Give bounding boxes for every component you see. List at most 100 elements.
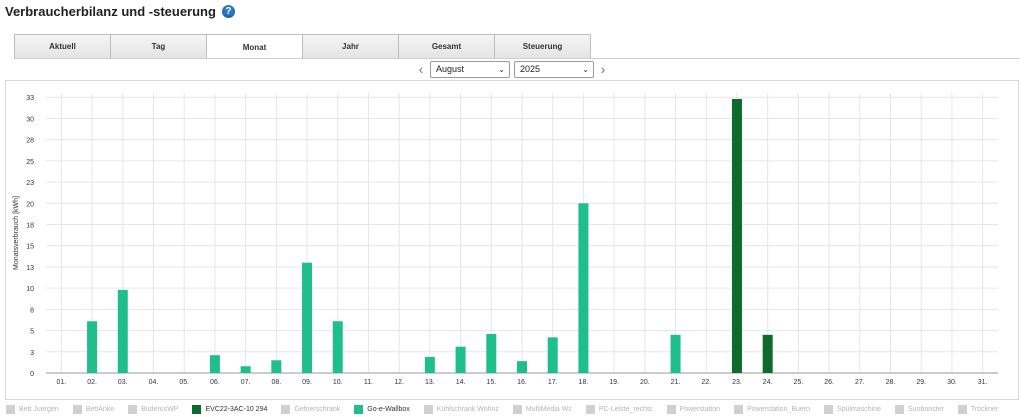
next-month-icon[interactable]: › — [600, 61, 606, 77]
chart-legend: Bett Juergen BettAnke BuderusWP EVC22-3AC-1… — [6, 402, 1020, 416]
legend-label: Kühlschrank Wohnz — [436, 405, 499, 413]
bar — [486, 333, 497, 373]
x-tick-label: 16. — [517, 379, 527, 386]
legend-label: Powerstation — [679, 405, 720, 413]
x-tick-label: 11. — [364, 379, 373, 386]
x-tick-label: 10. — [333, 379, 343, 386]
bar — [517, 361, 527, 373]
legend-swatch — [957, 404, 967, 414]
y-tick-label: 25 — [26, 159, 34, 166]
bar — [578, 203, 589, 373]
legend-label: BettAnke — [85, 405, 115, 413]
tab-monat[interactable]: Monat — [206, 34, 303, 59]
x-tick-label: 06. — [210, 379, 220, 386]
y-tick-label: 10 — [26, 286, 34, 293]
x-tick-label: 18. — [579, 379, 589, 386]
legend-swatch — [192, 404, 202, 414]
y-tick-label: 28 — [26, 138, 34, 145]
month-select[interactable]: August ⌄ — [430, 60, 510, 78]
bar — [455, 346, 466, 373]
x-tick-label: 14. — [456, 379, 466, 386]
legend-swatch — [423, 404, 433, 414]
x-tick-label: 08. — [271, 379, 281, 386]
x-tick-label: 22. — [701, 379, 711, 386]
legend-label: EVC22-3AC-10 294 — [205, 405, 268, 413]
x-tick-label: 12. — [394, 379, 404, 386]
x-tick-label: 15. — [486, 379, 496, 386]
x-tick-label: 20. — [640, 379, 650, 386]
legend-swatch — [734, 404, 743, 414]
tab-jahr[interactable]: Jahr — [302, 34, 399, 58]
bar — [547, 337, 558, 373]
x-tick-label: 02. — [87, 379, 97, 386]
page-title: Verbraucherbilanz und -steuerung — [5, 3, 216, 19]
header: Verbraucherbilanz und -steuerung ? — [5, 2, 235, 20]
chevron-down-icon: ⌄ — [582, 64, 589, 74]
bar — [332, 321, 343, 373]
chart-panel: 0 3 5 8 10 13 15 18 20 23 25 28 30 33 01. 02. 03. 04. 05. 0… — [5, 80, 1019, 400]
legend-label: Trockner — [970, 405, 999, 413]
x-tick-label: 01. — [56, 379, 66, 386]
bar — [240, 366, 251, 373]
x-tick-label: 17. — [548, 379, 558, 386]
legend-label: Bett Juergen — [19, 405, 59, 413]
legend-item[interactable]: PC-Leiste_rechts — [585, 404, 653, 414]
tab-aktuell[interactable]: Aktuell — [14, 34, 111, 58]
y-tick-label: 5 — [30, 329, 34, 336]
bar — [271, 360, 282, 373]
legend-label: Spülmaschine — [837, 405, 882, 413]
x-tick-label: 24. — [763, 379, 773, 386]
legend-swatch — [281, 404, 291, 414]
legend-item[interactable]: Powerstation_Buero — [734, 404, 810, 414]
bar — [209, 355, 220, 373]
y-tick-label: 13 — [26, 265, 34, 272]
legend-label: Gefrierschrank — [294, 405, 341, 413]
legend-swatch — [585, 404, 595, 414]
year-select-value: 2025 — [520, 64, 541, 74]
legend-label: PC-Leiste_rechts — [598, 405, 653, 413]
y-tick-label: 18 — [26, 223, 34, 230]
consumption-chart: 0 3 5 8 10 13 15 18 20 23 25 28 30 33 01. 02. 03. 04. 05. 0… — [13, 93, 998, 386]
x-tick-label: 26. — [824, 379, 834, 386]
legend-item[interactable]: BuderusWP — [128, 404, 179, 414]
legend-item[interactable]: BettAnke — [72, 404, 115, 414]
bar — [302, 262, 313, 373]
tab-steuerung[interactable]: Steuerung — [494, 34, 591, 58]
legend-label: Sunbooster — [908, 405, 944, 413]
y-tick-label: 3 — [30, 350, 34, 357]
x-tick-label: 27. — [855, 379, 865, 386]
legend-item[interactable]: Go-e-Wallbox — [354, 404, 410, 414]
year-select[interactable]: 2025 ⌄ — [514, 60, 594, 78]
x-tick-label: 04. — [149, 379, 159, 386]
legend-item[interactable]: MultiMedia Wz — [512, 404, 572, 414]
tab-tag[interactable]: Tag — [110, 34, 207, 58]
bar — [424, 356, 435, 373]
legend-item[interactable]: Bett Juergen — [6, 404, 59, 414]
legend-swatch — [354, 404, 364, 414]
legend-item[interactable]: Kühlschrank Wohnz — [423, 404, 499, 414]
x-tick-label: 05. — [179, 379, 189, 386]
legend-item[interactable]: Trockner — [957, 404, 999, 414]
legend-item[interactable]: Spülmaschine — [824, 404, 882, 414]
legend-swatch — [895, 404, 905, 414]
legend-item[interactable]: Gefrierschrank — [281, 404, 341, 414]
prev-month-icon[interactable]: ‹ — [418, 61, 424, 77]
x-tick-label: 23. — [732, 379, 742, 386]
y-tick-label: 15 — [26, 244, 34, 251]
x-tick-label: 19. — [609, 379, 619, 386]
legend-item[interactable]: Sunbooster — [895, 404, 944, 414]
tab-gesamt[interactable]: Gesamt — [398, 34, 495, 58]
legend-label: MultiMedia Wz — [525, 405, 572, 413]
legend-swatch — [666, 404, 676, 414]
legend-label: BuderusWP — [141, 405, 179, 413]
help-icon[interactable]: ? — [221, 4, 235, 18]
chevron-down-icon: ⌄ — [498, 64, 505, 74]
legend-item[interactable]: EVC22-3AC-10 294 — [192, 404, 268, 414]
legend-swatch — [6, 404, 15, 414]
bar — [87, 321, 98, 373]
legend-item[interactable]: Powerstation — [666, 404, 720, 414]
x-tick-label: 28. — [886, 379, 896, 386]
x-tick-label: 09. — [302, 379, 312, 386]
y-axis-title: Monatsverbrauch [kWh] — [13, 196, 20, 270]
x-tick-label: 25. — [794, 379, 804, 386]
